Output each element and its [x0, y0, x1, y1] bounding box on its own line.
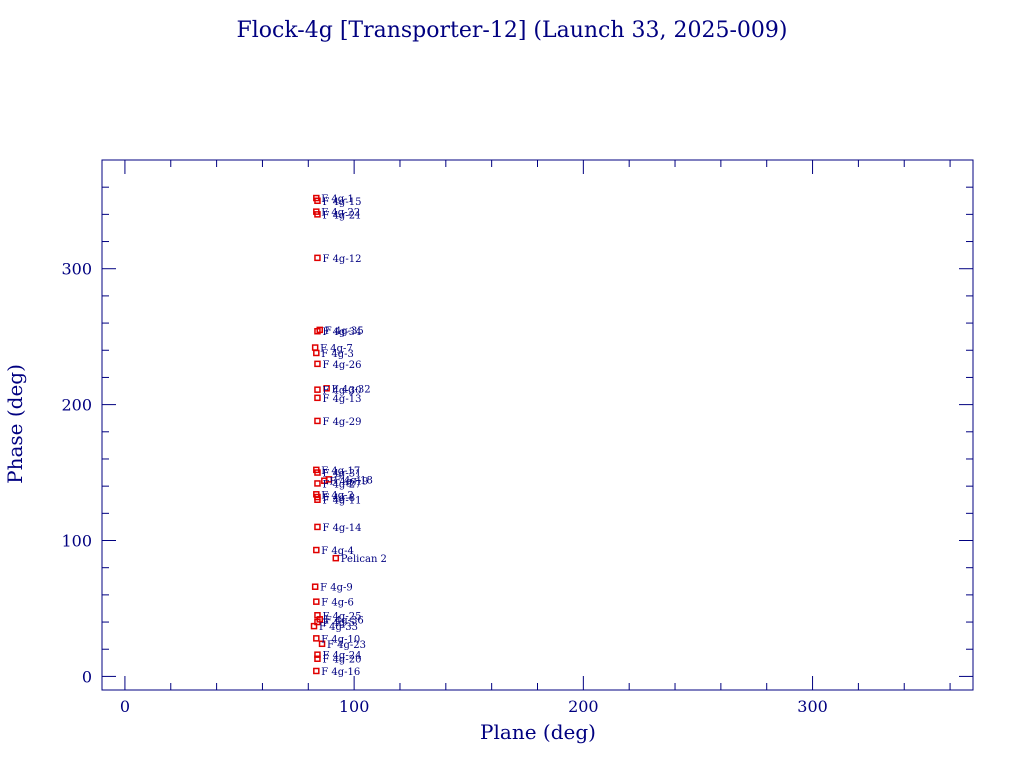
data-point-label: F 4g-32 — [332, 384, 371, 395]
data-point-marker — [314, 655, 321, 662]
data-point-marker — [314, 618, 321, 626]
x-tick-label: 300 — [797, 697, 828, 716]
data-point-marker — [332, 554, 340, 562]
data-point-marker — [314, 197, 321, 205]
data-point-marker — [323, 385, 330, 392]
data-point-label: F 4g-13 — [322, 394, 361, 405]
data-point-marker — [314, 327, 321, 335]
data-point-marker — [313, 349, 320, 357]
data-markers — [310, 194, 340, 675]
x-tick-label: 200 — [568, 697, 599, 716]
data-point-label: F 4g-3 — [321, 349, 354, 360]
plot-frame — [101, 159, 974, 691]
data-point-marker — [310, 622, 318, 630]
x-tick-label: 100 — [339, 697, 370, 716]
data-point-label: F 4g-2 — [321, 490, 354, 501]
data-point-label: F 4g-22 — [321, 208, 360, 219]
x-axis-label: Plane (deg) — [480, 720, 596, 744]
data-point-label: F 4g-9 — [320, 583, 353, 594]
data-point-label: F 4g-17 — [321, 466, 360, 477]
data-point-label: F 4g-36 — [325, 615, 364, 626]
data-point-marker — [313, 598, 320, 605]
data-point-label: F 4g-30 — [322, 386, 361, 397]
data-point-label: F 4g-19 — [329, 477, 368, 488]
data-point-label: F 4g-1 — [321, 194, 354, 205]
data-point-marker — [314, 496, 321, 503]
data-point-label: F 4g-7 — [320, 344, 353, 355]
data-point-label: F 4g-18 — [334, 475, 373, 486]
data-point-label: F 4g-4 — [321, 546, 354, 557]
data-point-marker — [313, 635, 320, 642]
data-point-label: F 4g-16 — [321, 667, 360, 678]
data-point-marker — [314, 360, 321, 368]
data-point-label: F 4g-14 — [322, 523, 361, 534]
data-point-marker — [314, 254, 321, 262]
data-point-marker — [314, 386, 321, 393]
data-point-marker — [311, 583, 319, 590]
data-point-marker — [314, 211, 321, 218]
data-point-label: F 4g-25 — [322, 611, 361, 622]
data-point-label: F 4g-31 — [322, 469, 361, 480]
data-point-label: F 4g-11 — [322, 496, 361, 507]
data-point-marker — [314, 651, 321, 658]
data-point-label: F 4g-6 — [321, 598, 354, 609]
data-point-label: F 4g-24 — [322, 651, 361, 662]
data-point-label: Pelican 2 — [341, 554, 387, 565]
data-point-label: F 4g-35 — [325, 326, 364, 337]
y-tick-label: 200 — [61, 396, 92, 415]
y-tick-label: 300 — [61, 260, 92, 279]
axis-ticks — [102, 159, 973, 690]
y-tick-label: 100 — [61, 532, 92, 551]
y-axis-label: Phase (deg) — [3, 364, 27, 484]
data-point-label: F 4g-34 — [322, 327, 361, 338]
data-point-label: F 4g-21 — [322, 210, 361, 221]
x-tick-label: 0 — [120, 697, 130, 716]
data-point-label: F 4g-5 — [322, 618, 355, 629]
data-point-label: F 4g-23 — [327, 640, 366, 651]
plot-area-border — [101, 159, 974, 691]
data-point-label: F 4g-27 — [322, 479, 361, 490]
data-point-marker — [321, 477, 328, 484]
data-point-marker — [318, 640, 326, 648]
data-point-marker — [313, 667, 320, 675]
tick-labels: 0 100 200 300 0 100 200 300 — [61, 260, 827, 716]
data-point-label: F 4g-8 — [322, 493, 355, 504]
chart-title: Flock-4g [Transporter-12] (Launch 33, 20… — [237, 18, 788, 43]
data-point-label: F 4g-12 — [322, 254, 361, 265]
data-point-marker — [314, 523, 321, 531]
data-point-label: F 4g-29 — [322, 417, 361, 428]
data-point-marker — [313, 546, 320, 554]
data-point-label: F 4g-26 — [322, 360, 361, 371]
data-point-marker — [311, 344, 319, 351]
data-point-marker — [314, 394, 321, 402]
data-point-marker — [314, 480, 321, 487]
data-point-marker — [314, 469, 321, 476]
data-point-label: F 4g-15 — [322, 197, 361, 208]
data-labels: F 4g-1F 4g-15F 4g-22F 4g-21 F 4g-12 F 4g-3… — [319, 194, 387, 678]
data-point-marker — [314, 417, 321, 425]
y-tick-label: 0 — [82, 667, 92, 686]
data-point-label: F 4g-10 — [321, 634, 360, 645]
data-point-label: F 4g-33 — [319, 622, 358, 633]
data-point-label: F 4g-20 — [322, 655, 361, 666]
